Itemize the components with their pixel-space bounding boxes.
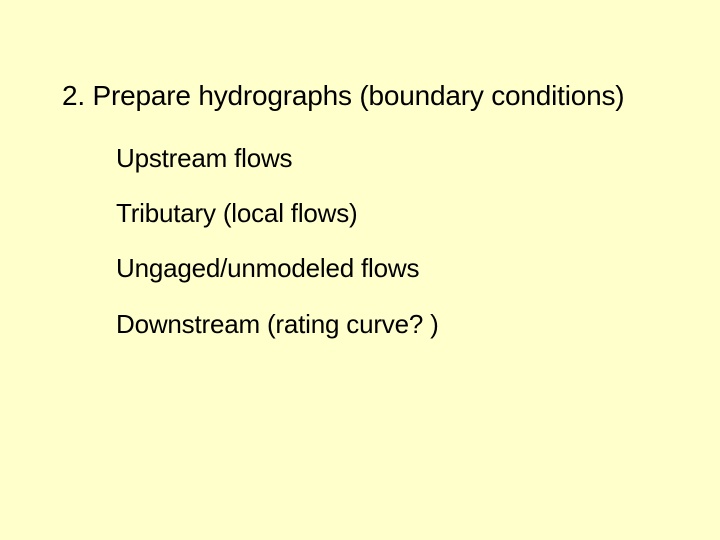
list-item: Ungaged/unmodeled flows (116, 253, 680, 284)
slide: 2. Prepare hydrographs (boundary conditi… (0, 0, 720, 540)
list-item: Downstream (rating curve? ) (116, 309, 680, 340)
list-item: Tributary (local flows) (116, 198, 680, 229)
slide-heading: 2. Prepare hydrographs (boundary conditi… (62, 78, 680, 113)
list-item: Upstream flows (116, 143, 680, 174)
slide-item-list: Upstream flows Tributary (local flows) U… (62, 143, 680, 340)
